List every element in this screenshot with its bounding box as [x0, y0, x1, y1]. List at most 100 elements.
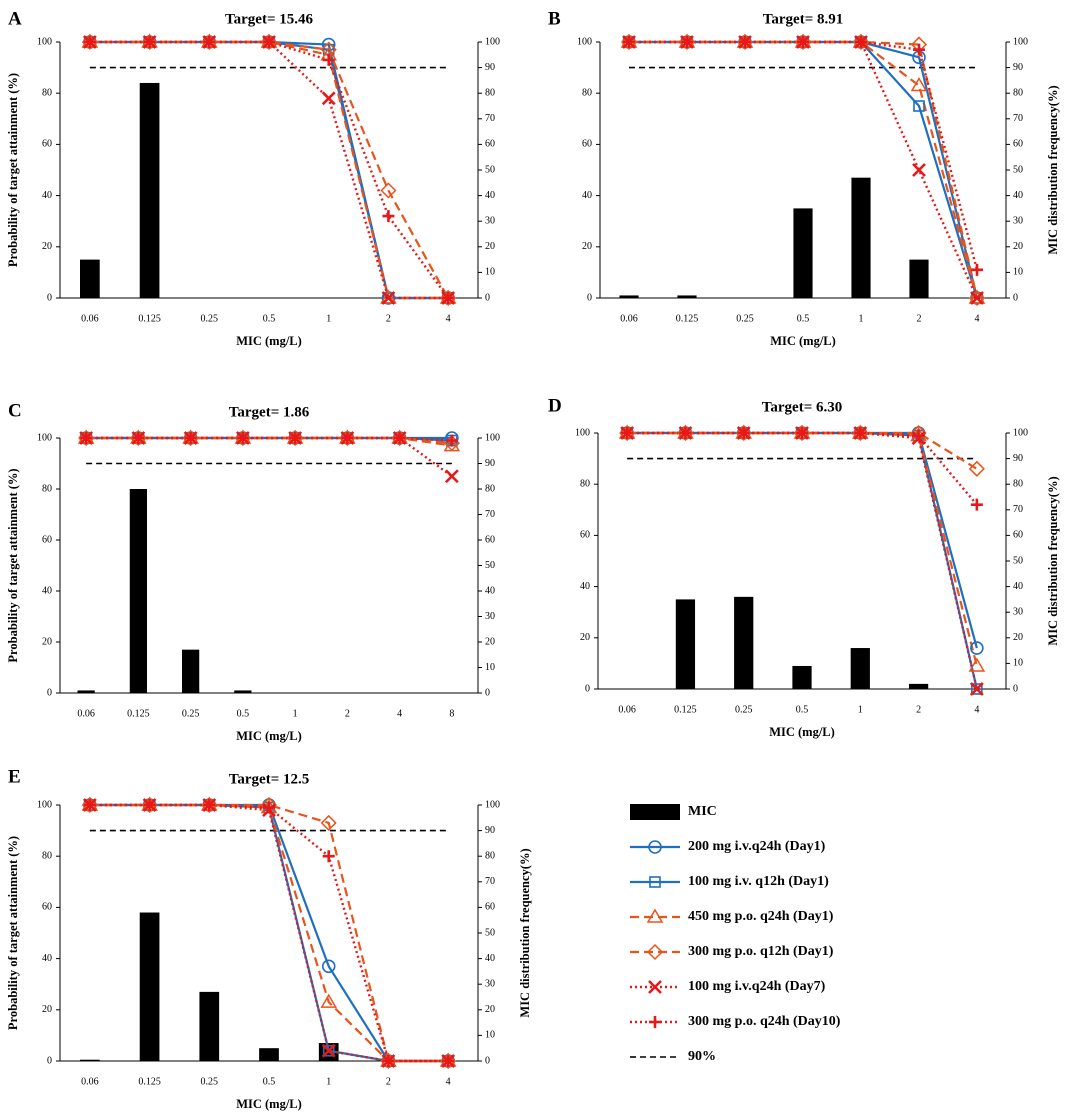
y2-tick-label: 0: [485, 292, 490, 303]
y2-tick-label: 0: [1013, 292, 1018, 303]
data-point-s6: [203, 36, 216, 48]
y-tick-label: 20: [42, 241, 52, 252]
y2-tick-label: 60: [1013, 139, 1023, 150]
data-point-s6: [681, 36, 693, 48]
y-tick-label: 80: [42, 483, 52, 494]
legend-item-s2: 100 mg i.v. q12h (Day1): [630, 874, 829, 889]
legend-label: 300 mg p.o. q24h (Day10): [688, 1014, 841, 1029]
mic-bar: [909, 259, 929, 298]
x-tick-label: 0.06: [620, 313, 638, 324]
chart-title: Target= 1.86: [229, 404, 310, 420]
y2-tick-label: 60: [485, 534, 495, 545]
data-point-s6: [796, 427, 808, 439]
y-tick-label: 40: [42, 585, 52, 596]
y2-tick-label: 100: [485, 432, 500, 443]
y2-tick-label: 80: [485, 850, 495, 861]
data-point-s4: [736, 33, 754, 51]
y2-axis-label: MIC distribution frequency(%): [1046, 85, 1060, 254]
x-tick-label: 2: [917, 313, 922, 324]
data-point-s6: [132, 432, 145, 444]
data-point-s6: [263, 801, 275, 814]
y2-tick-label: 0: [485, 687, 490, 698]
mic-bar: [619, 295, 639, 298]
data-point-s4: [78, 429, 95, 447]
legend-swatch-mic: [630, 804, 680, 820]
legend-label: 90%: [688, 1049, 716, 1064]
y2-tick-label: 70: [1013, 504, 1023, 515]
legend-item-s3: 450 mg p.o. q24h (Day1): [630, 908, 834, 924]
x-axis-label: MIC (mg/L): [236, 1097, 302, 1111]
y2-tick-label: 50: [1013, 164, 1023, 175]
data-point-s6: [341, 432, 354, 444]
data-point-s4: [852, 424, 869, 442]
legend-item-s5: 100 mg i.v.q24h (Day7): [630, 979, 826, 994]
data-point-s4: [141, 796, 158, 814]
y2-tick-label: 90: [485, 825, 495, 836]
y-tick-label: 20: [582, 241, 592, 252]
data-point-s6: [382, 1055, 395, 1067]
y2-tick-label: 90: [1013, 453, 1023, 464]
legend-label: 100 mg i.v.q24h (Day7): [688, 979, 826, 994]
y-tick-label: 40: [582, 190, 592, 201]
y2-tick-label: 60: [1013, 530, 1023, 541]
mic-bar: [80, 1059, 100, 1061]
data-point-s4: [81, 33, 98, 51]
y-tick-label: 60: [580, 530, 590, 541]
y-axis-label: Probability of target attainment (%): [6, 73, 20, 267]
chart-title: Target= 6.30: [762, 399, 843, 415]
mic-bar: [908, 683, 929, 689]
y2-tick-label: 60: [485, 902, 495, 913]
data-point-s4: [968, 460, 985, 477]
y-tick-label: 100: [37, 799, 52, 810]
mic-bar: [792, 665, 812, 689]
x-tick-label: 0.5: [796, 704, 809, 715]
data-point-s3: [968, 657, 986, 672]
x-tick-label: 0.5: [797, 313, 810, 324]
data-point-s3: [910, 77, 928, 92]
y2-tick-label: 30: [1013, 215, 1023, 226]
y2-tick-label: 80: [1013, 87, 1023, 98]
mic-bar: [139, 912, 160, 1061]
x-tick-label: 1: [326, 313, 331, 324]
data-point-s1: [321, 37, 336, 52]
x-tick-label: 2: [916, 704, 921, 715]
data-point-s6: [442, 292, 455, 304]
legend-label: 100 mg i.v. q12h (Day1): [688, 874, 829, 889]
y-tick-label: 20: [42, 1004, 52, 1015]
y2-tick-label: 80: [485, 483, 495, 494]
panel-a: A Target= 15.46 0 20 40 60 80 100 0 10 20 30 40 50 60 7…: [6, 8, 500, 348]
y2-tick-label: 30: [485, 978, 495, 989]
x-axis-label: MIC (mg/L): [769, 725, 835, 739]
data-point-s6: [393, 432, 406, 444]
y-tick-label: 80: [582, 87, 592, 98]
data-point-s6: [289, 432, 302, 444]
data-point-s4: [678, 33, 696, 51]
y2-tick-label: 80: [485, 87, 495, 98]
data-point-s3: [320, 993, 338, 1008]
x-tick-label: 0.06: [81, 1076, 99, 1087]
y-tick-label: 40: [580, 581, 590, 592]
data-point-s1: [970, 641, 984, 655]
legend: MIC 200 mg i.v.q24h (Day1) 100 mg i.v. q12…: [630, 804, 841, 1064]
y2-tick-label: 0: [1013, 683, 1018, 694]
y2-tick-label: 60: [485, 139, 495, 150]
y-tick-label: 100: [37, 432, 52, 443]
x-tick-label: 4: [446, 313, 451, 324]
x-tick-label: 0.06: [618, 704, 636, 715]
y2-tick-label: 40: [1013, 190, 1023, 201]
y-tick-label: 0: [47, 687, 52, 698]
data-point-s4: [339, 429, 356, 447]
legend-label: 300 mg p.o. q12h (Day1): [688, 944, 834, 959]
y-tick-label: 60: [42, 534, 52, 545]
y2-tick-label: 70: [485, 509, 495, 520]
y-tick-label: 20: [42, 636, 52, 647]
x-tick-label: 4: [446, 1076, 451, 1087]
data-point-s4: [320, 814, 337, 831]
x-tick-label: 0.25: [735, 704, 753, 715]
data-point-s1: [321, 959, 336, 974]
legend-label: MIC: [688, 804, 717, 819]
chart-title: Target= 12.5: [229, 771, 310, 787]
x-tick-label: 0.25: [736, 313, 754, 324]
mic-bar: [677, 295, 697, 298]
y2-tick-label: 40: [485, 953, 495, 964]
